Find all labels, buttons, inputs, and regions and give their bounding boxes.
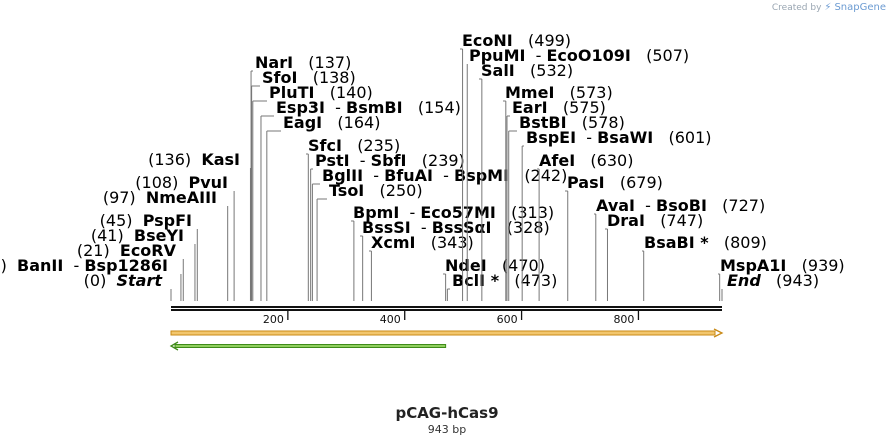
enzyme-label: EarI (575) <box>512 98 606 117</box>
enzyme-label: (41) BseYI <box>91 226 184 245</box>
enzyme-label: (45) PspFI <box>100 211 192 230</box>
tick-label: 400 <box>380 313 401 326</box>
arrowhead-icon <box>713 328 724 338</box>
feature-green-arrow <box>174 344 447 348</box>
arrowhead-icon <box>169 341 179 351</box>
enzyme-site-afei: AfeI (630) <box>537 151 633 301</box>
enzyme-label: (0) Start <box>84 271 164 290</box>
enzyme-label: PpuMI - EcoO109I (507) <box>469 46 689 65</box>
enzyme-site-bseyi: (41) BseYI <box>91 226 196 301</box>
enzyme-site-nari: NarI (137) <box>250 53 351 301</box>
enzyme-site-sali: SalI (532) <box>479 61 573 301</box>
enzyme-site-mspa1i: MspA1I (939) <box>718 256 845 301</box>
enzyme-site-ndei: NdeI (470) <box>443 256 545 301</box>
enzyme-label: BclI * (473) <box>452 271 557 290</box>
plasmid-linear-map: 200 400 600 800 (17) BanII - Bsp1286I(21) Ec… <box>0 31 845 351</box>
enzyme-site-bspei: BspEI - BsaWI (601) <box>521 128 712 301</box>
tick-label: 600 <box>497 313 518 326</box>
enzyme-site-psti: PstI - SbfI (239) <box>310 151 465 301</box>
enzyme-label: XcmI (343) <box>371 233 474 252</box>
sequence-length: 943 bp <box>427 423 467 436</box>
enzyme-label: BstBI (578) <box>519 113 625 132</box>
enzyme-label: EcoNI (499) <box>462 31 571 50</box>
enzyme-label: (136) KasI <box>148 150 240 169</box>
enzyme-site-econi: EcoNI (499) <box>460 31 571 301</box>
enzyme-site-pluti: PluTI (140) <box>252 83 373 301</box>
enzyme-site-mmei: MmeI (573) <box>503 83 613 301</box>
enzyme-label: TsoI (250) <box>329 181 423 200</box>
enzyme-site-drai: DraI (747) <box>605 211 703 301</box>
enzyme-site-nmeaiii: (97) NmeAIII <box>103 188 229 301</box>
enzyme-label: EagI (164) <box>283 113 380 132</box>
enzyme-label: SfcI (235) <box>308 136 400 155</box>
credit-brand: SnapGene <box>834 2 886 13</box>
enzyme-label: BsaBI * (809) <box>644 233 767 252</box>
enzyme-label: DraI (747) <box>607 211 703 230</box>
end-marker: End (943) <box>721 271 819 301</box>
enzyme-site-avai: AvaI - BsoBI (727) <box>594 196 765 301</box>
enzyme-site-kasi: (136) KasI <box>148 150 251 301</box>
sequence-name: pCAG-hCas9 <box>395 404 499 422</box>
enzyme-site-pasi: PasI (679) <box>565 173 663 301</box>
enzyme-label: End (943) <box>727 271 819 290</box>
backbone-inner-line <box>171 308 722 309</box>
enzyme-label: PluTI (140) <box>269 83 373 102</box>
enzyme-site-bsabi: BsaBI * (809) <box>642 233 767 301</box>
enzyme-label: (17) BanII - Bsp1286I <box>0 256 168 275</box>
enzyme-label: SalI (532) <box>481 61 573 80</box>
enzyme-site-sfoi: SfoI (138) <box>251 68 356 301</box>
snapgene-logo-icon: ⚡ <box>824 2 832 13</box>
enzyme-label: BssSI - BssSαI (328) <box>362 218 550 237</box>
enzyme-site-ecorv: (21) EcoRV <box>77 241 184 301</box>
enzyme-label: (108) PvuI <box>135 173 228 192</box>
enzyme-label: BspEI - BsaWI (601) <box>526 128 712 147</box>
enzyme-site-esp3i: Esp3I - BsmBI (154) <box>260 98 461 301</box>
enzyme-site-banii: (17) BanII - Bsp1286I <box>0 256 182 301</box>
enzyme-site-sfci: SfcI (235) <box>306 136 400 301</box>
enzyme-label: NarI (137) <box>255 53 351 72</box>
enzyme-site-bcli: BclI * (473) <box>446 271 557 301</box>
tick-label: 800 <box>613 313 634 326</box>
enzyme-label: SfoI (138) <box>262 68 356 87</box>
enzyme-site-bstbi: BstBI (578) <box>508 113 625 301</box>
enzyme-label: AvaI - BsoBI (727) <box>596 196 765 215</box>
enzyme-label: AfeI (630) <box>539 151 633 170</box>
enzyme-label: PasI (679) <box>567 173 663 192</box>
enzyme-site-ppumi: PpuMI - EcoO109I (507) <box>466 46 689 301</box>
enzyme-site-tsoi: TsoI (250) <box>316 181 423 301</box>
enzyme-label: Esp3I - BsmBI (154) <box>276 98 461 117</box>
start-marker: (0) Start <box>84 271 172 301</box>
enzyme-label: NdeI (470) <box>445 256 545 275</box>
enzyme-label: (97) NmeAIII <box>103 188 217 207</box>
credit-prefix: Created by <box>771 2 822 13</box>
enzyme-site-pspfi: (45) PspFI <box>100 211 198 301</box>
enzyme-label: (21) EcoRV <box>77 241 177 260</box>
enzyme-label: MspA1I (939) <box>720 256 845 275</box>
feature-orange-arrow <box>170 330 716 336</box>
tick-label: 200 <box>263 313 284 326</box>
enzyme-label: PstI - SbfI (239) <box>315 151 465 170</box>
enzyme-site-eari: EarI (575) <box>506 98 606 301</box>
enzyme-site-bsssi: BssSI - BssSαI (328) <box>360 218 550 301</box>
enzyme-site-eagi: EagI (164) <box>266 113 380 301</box>
snapgene-credit: Created by ⚡ SnapGene <box>772 2 886 13</box>
enzyme-label: MmeI (573) <box>505 83 613 102</box>
enzyme-site-pvui: (108) PvuI <box>135 173 235 301</box>
